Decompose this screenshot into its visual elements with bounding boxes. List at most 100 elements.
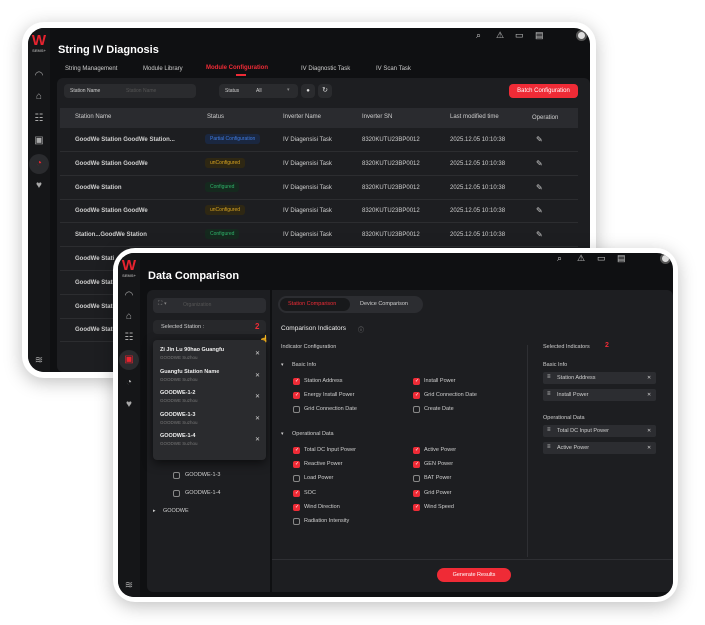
station-name-input[interactable]: Station Name	[126, 88, 157, 94]
selected-indicator-chip[interactable]: ≡ Total DC Input Power ✕	[543, 425, 656, 437]
remove-icon[interactable]: ✕	[254, 437, 260, 443]
indicator-checkbox[interactable]	[413, 406, 420, 414]
indicator-checkbox[interactable]	[413, 447, 420, 454]
device-icon[interactable]: ☷	[34, 113, 44, 124]
indicator-checkbox[interactable]	[293, 518, 300, 525]
indicator-label[interactable]: Grid Power	[424, 489, 452, 496]
remove-icon[interactable]: ✕	[647, 375, 652, 381]
remove-icon[interactable]: ✕	[254, 372, 260, 379]
station-name-filter[interactable]: Station Name Station Name	[64, 84, 196, 98]
remove-icon[interactable]: ✕	[254, 351, 260, 357]
indicator-label[interactable]: SOC	[304, 489, 316, 496]
refresh-button[interactable]: ↻	[318, 84, 332, 98]
home-icon[interactable]: ⌂	[35, 91, 43, 102]
avatar[interactable]	[660, 253, 671, 264]
drag-handle-icon[interactable]: ≡	[547, 374, 551, 380]
indicator-checkbox[interactable]	[413, 475, 420, 483]
remove-icon[interactable]: ✕	[647, 428, 652, 434]
selected-indicator-chip[interactable]: ≡ Station Address ✕	[543, 372, 656, 384]
status-select[interactable]: Status All ▾	[219, 84, 298, 98]
alarm-icon[interactable]: ⚠	[577, 253, 586, 263]
indicator-checkbox[interactable]	[293, 489, 300, 497]
indicator-label[interactable]: Grid Connection Date	[424, 392, 477, 399]
indicator-label[interactable]: Create Date	[424, 406, 454, 413]
organization-select[interactable]: ⛶ ▾ Organization	[153, 298, 266, 313]
drag-handle-icon[interactable]: ≡	[547, 391, 551, 397]
indicator-checkbox[interactable]	[413, 392, 420, 400]
indicator-label[interactable]: Wind Speed	[424, 503, 454, 510]
indicator-label[interactable]: Station Address	[304, 378, 343, 384]
help-icon[interactable]: ⓘ	[358, 328, 365, 334]
tab-module-library[interactable]: Module Library	[143, 66, 183, 72]
indicator-label[interactable]: Reactive Power	[304, 461, 343, 468]
indicator-checkbox[interactable]	[413, 503, 420, 511]
dashboard-icon[interactable]: ◠	[34, 70, 44, 81]
indicator-checkbox[interactable]	[293, 503, 300, 511]
tab-module-configuration[interactable]: Module Configuration	[206, 65, 268, 71]
caret-down-icon[interactable]: ▾	[281, 362, 284, 368]
indicator-checkbox[interactable]	[293, 392, 300, 400]
diagnosis-icon[interactable]: ◔	[125, 377, 133, 388]
feedback-icon[interactable]: ▭	[597, 253, 606, 263]
tab-device-comparison[interactable]: Device Comparison	[360, 301, 408, 307]
indicator-checkbox[interactable]	[413, 489, 420, 497]
indicator-checkbox[interactable]	[413, 461, 420, 469]
remove-icon[interactable]: ✕	[647, 445, 652, 451]
indicator-checkbox[interactable]	[413, 378, 420, 385]
indicator-checkbox[interactable]	[293, 447, 300, 454]
selected-indicator-chip[interactable]: ≡ Active Power ✕	[543, 442, 656, 454]
remove-icon[interactable]: ✕	[647, 392, 652, 398]
home-icon[interactable]: ⌂	[125, 311, 133, 322]
search-icon[interactable]: ⌕	[476, 30, 482, 40]
indicator-checkbox[interactable]	[293, 475, 300, 483]
tree-item[interactable]: GOODWE-1-3	[185, 472, 221, 478]
indicator-checkbox[interactable]	[293, 406, 300, 414]
report-icon[interactable]: ▣	[119, 350, 139, 370]
indicator-label[interactable]: Grid Connection Date	[304, 406, 357, 413]
feedback-icon[interactable]: ▭	[515, 30, 524, 40]
edit-icon[interactable]: ✎	[536, 230, 543, 240]
avatar[interactable]	[576, 30, 587, 41]
layers-icon[interactable]: ≋	[34, 355, 44, 366]
selected-indicator-chip[interactable]: ≡ Install Power ✕	[543, 389, 656, 401]
message-icon[interactable]: ▤	[535, 30, 544, 40]
dashboard-icon[interactable]: ◠	[124, 290, 134, 301]
tree-item[interactable]: GOODWE	[163, 508, 189, 514]
edit-icon[interactable]: ✎	[536, 135, 543, 144]
indicator-checkbox[interactable]	[293, 461, 300, 469]
indicator-checkbox[interactable]	[293, 378, 300, 385]
health-icon[interactable]: ♥	[126, 399, 132, 410]
drag-handle-icon[interactable]: ≡	[547, 444, 551, 450]
search-icon[interactable]: ⌕	[557, 253, 563, 263]
organization-input[interactable]: Organization	[183, 302, 212, 308]
indicator-label[interactable]: Radiation Intensity	[304, 518, 350, 524]
indicator-label[interactable]: Wind Direction	[304, 503, 340, 510]
tab-iv-scan-task[interactable]: IV Scan Task	[376, 66, 411, 72]
selected-station-bar[interactable]: Selected Station : 2	[153, 320, 266, 334]
batch-configuration-button[interactable]: Batch Configuration	[509, 84, 578, 98]
indicator-label[interactable]: Total DC Input Power	[304, 447, 356, 453]
drag-handle-icon[interactable]: ≡	[547, 427, 551, 433]
tree-checkbox[interactable]	[173, 490, 180, 497]
tree-checkbox[interactable]	[173, 472, 180, 479]
edit-icon[interactable]: ✎	[536, 158, 543, 168]
indicator-label[interactable]: BAT Power	[424, 475, 452, 482]
indicator-label[interactable]: Active Power	[424, 447, 457, 453]
tab-station-comparison[interactable]: Station Comparison	[280, 298, 350, 311]
health-icon[interactable]: ♥	[36, 180, 42, 191]
tab-string-management[interactable]: String Management	[65, 66, 118, 72]
caret-right-icon[interactable]: ▸	[153, 508, 156, 514]
report-icon[interactable]: ▣	[34, 135, 44, 146]
alarm-icon[interactable]: ⚠	[496, 30, 505, 40]
caret-down-icon[interactable]: ▾	[281, 431, 284, 437]
edit-icon[interactable]: ✎	[536, 206, 543, 216]
device-icon[interactable]: ☷	[124, 332, 134, 343]
edit-icon[interactable]: ✎	[536, 182, 543, 192]
remove-icon[interactable]: ✕	[254, 415, 260, 422]
message-icon[interactable]: ▤	[617, 253, 626, 263]
remove-icon[interactable]: ✕	[254, 394, 260, 400]
indicator-label[interactable]: Load Power	[304, 475, 334, 482]
indicator-label[interactable]: GEN Power	[424, 461, 454, 468]
indicator-label[interactable]: Install Power	[424, 378, 456, 384]
tree-item[interactable]: GOODWE-1-4	[185, 490, 221, 496]
